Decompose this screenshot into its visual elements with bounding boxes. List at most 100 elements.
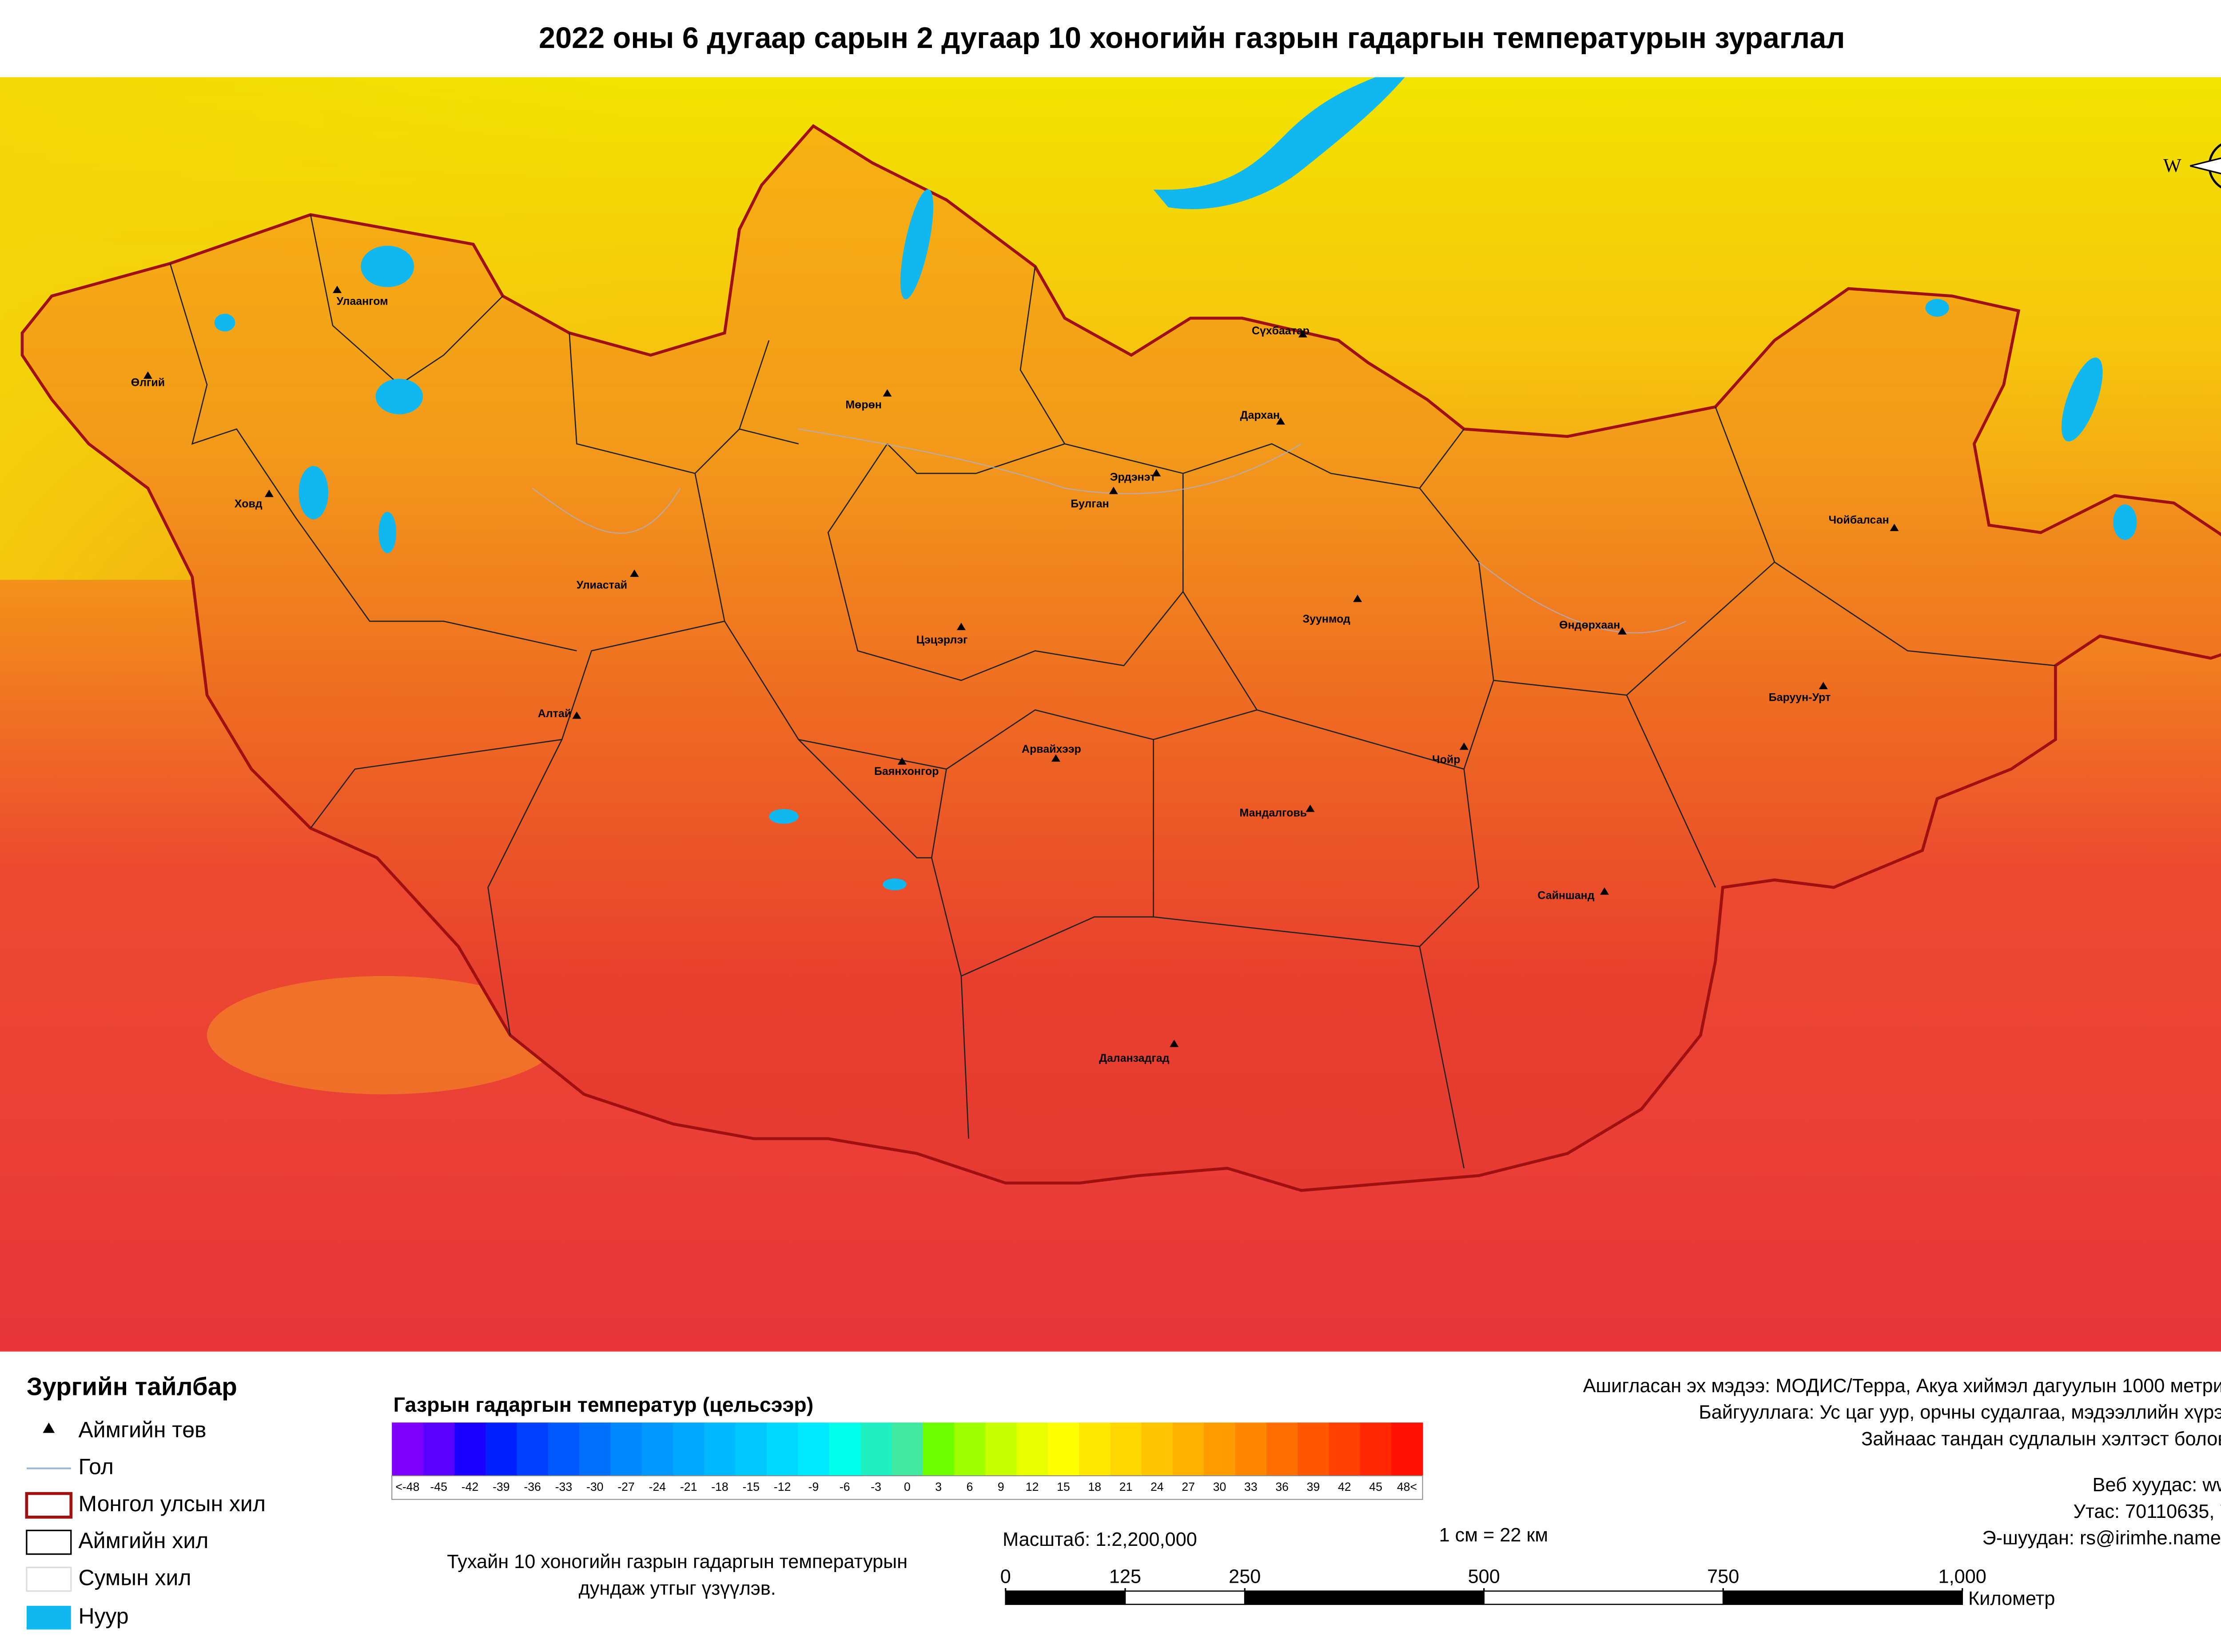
scale-segment <box>1005 1590 1126 1605</box>
colorbar-label: <-48 <box>395 1480 419 1493</box>
compass: N W E S <box>2163 143 2221 189</box>
city-label: Арвайхээр <box>1022 743 1081 755</box>
city-label: Цэцэрлэг <box>916 634 968 646</box>
colorbar-label: -36 <box>524 1480 541 1493</box>
info-line: Веб хуудас: www.icc.mn <box>2093 1474 2221 1496</box>
colorbar-label: -15 <box>743 1480 760 1493</box>
legend-symbol-sum <box>26 1566 72 1592</box>
city-label: Ховд <box>235 498 263 510</box>
lake-uvs <box>361 246 414 287</box>
colorbar-cell <box>610 1422 642 1476</box>
compass-w: W <box>2163 155 2181 176</box>
legend-symbol-border <box>25 1492 73 1519</box>
colorbar-label: -24 <box>649 1480 666 1493</box>
city-marker <box>572 711 581 719</box>
lake-khar <box>378 512 397 553</box>
city-marker <box>897 757 907 765</box>
colorbar-cell <box>423 1422 455 1476</box>
colorbar-cell <box>517 1422 549 1476</box>
legend-title: Зургийн тайлбар <box>27 1373 237 1401</box>
legend-symbol-lake <box>26 1606 71 1630</box>
scale-ratio: Масштаб: 1:2,200,000 <box>1003 1529 1197 1550</box>
colorbar-cell <box>954 1422 986 1476</box>
scale-tick-label: 125 <box>1109 1566 1141 1587</box>
city-marker <box>883 389 892 397</box>
colorbar-cell <box>892 1422 923 1476</box>
colorbar-label: -21 <box>680 1480 697 1493</box>
scale-tick-label: 250 <box>1229 1566 1261 1587</box>
colorbar-label: -9 <box>808 1480 819 1493</box>
city-label: Алтай <box>538 707 571 720</box>
city-label: Улаангом <box>337 295 388 307</box>
city-marker <box>1170 1040 1179 1047</box>
colorbar-frame <box>391 1475 1423 1500</box>
city-marker <box>143 371 152 379</box>
info-line: Утас: 70110635, 70110638 <box>2074 1501 2221 1522</box>
map-frame: Улаангом Өлгий Ховд Улиастай Мөрөн Алтай Баянх… <box>0 77 2221 1352</box>
raster-shade <box>207 976 562 1095</box>
aimag-borders <box>169 214 2056 1168</box>
colorbar-cell <box>673 1422 705 1476</box>
city-marker <box>333 286 342 293</box>
colorbar-label: 33 <box>1244 1480 1258 1493</box>
colorbar-cell <box>860 1422 892 1476</box>
city-marker <box>1109 486 1118 494</box>
city-label: Баянхонгор <box>874 765 939 778</box>
colorbar-label: 24 <box>1150 1480 1164 1493</box>
city-label: Өндөрхаан <box>1559 619 1620 631</box>
colorbar-cell <box>829 1422 861 1476</box>
colorbar-cell <box>766 1422 799 1476</box>
colorbar-label: -27 <box>617 1480 634 1493</box>
colorbar-cell <box>548 1422 580 1476</box>
aimag-centers: Улаангом Өлгий Ховд Улиастай Мөрөн Алтай Баянх… <box>131 286 1899 1064</box>
info-line: Э-шуудан: rs@irimhe.namem.gov.mn <box>1982 1528 2221 1549</box>
info-line: Байгууллага: Ус цаг уур, орчны судалгаа,… <box>1699 1402 2221 1423</box>
legend-label: Нуур <box>78 1604 128 1628</box>
scale-segment <box>1483 1590 1724 1605</box>
colorbar-cell <box>1016 1422 1048 1476</box>
colorbar-cell <box>392 1422 424 1476</box>
colorbar: <-48 -45 -42 -39 -36 -33 -30 -27 -24 -21 -18 -15 -12… <box>391 1422 1423 1500</box>
compass-point <box>2189 157 2221 175</box>
map-title: 2022 оны 6 дугаар сарын 2 дугаар 10 хоно… <box>539 22 1845 55</box>
colorbar-cell <box>704 1422 736 1476</box>
colorbar-label: -33 <box>555 1480 572 1493</box>
city-marker <box>1353 594 1362 602</box>
colorbar-label: 45 <box>1369 1480 1382 1493</box>
city-marker <box>1276 417 1285 425</box>
city-marker <box>1618 627 1627 635</box>
scale-tick-label: 0 <box>1000 1566 1011 1587</box>
colorbar-cell <box>1141 1422 1174 1476</box>
legend-symbol-center <box>43 1422 55 1433</box>
city-marker <box>1298 330 1307 338</box>
legend-symbol-aimag <box>26 1529 72 1555</box>
scale-tick-label: 750 <box>1707 1566 1739 1587</box>
colorbar-label: 21 <box>1119 1480 1133 1493</box>
colorbar-title: Газрын гадаргын температур (цельсээр) <box>394 1393 814 1416</box>
lake <box>214 314 235 332</box>
colorbar-cell <box>486 1422 517 1476</box>
lakes <box>214 77 2137 890</box>
city-label: Баруун-Урт <box>1769 691 1831 704</box>
legend-label: Аймгийн төв <box>78 1417 206 1442</box>
note-line: дундаж утгыг үзүүлэв. <box>579 1578 776 1599</box>
legend-label: Сумын хил <box>78 1565 191 1590</box>
colorbar-cell <box>1329 1422 1361 1476</box>
legend-label: Аймгийн хил <box>78 1528 208 1553</box>
info-line: Зайнаас тандан судлалын хэлтэст боловсру… <box>1861 1429 2221 1450</box>
colorbar-label: -6 <box>840 1480 850 1493</box>
scale-segment <box>1124 1590 1246 1605</box>
scale-equivalence: 1 см = 22 км <box>1439 1525 1548 1546</box>
colorbar-label: 3 <box>935 1480 942 1493</box>
lake <box>1925 299 1949 317</box>
city-marker <box>1890 524 1899 531</box>
colorbar-cell <box>579 1422 611 1476</box>
colorbar-cell <box>1235 1422 1267 1476</box>
city-label: Даланзадгад <box>1099 1052 1170 1064</box>
city-marker <box>1459 742 1469 750</box>
city-label: Сүхбаатар <box>1252 325 1310 337</box>
legend-label: Монгол улсын хил <box>78 1491 266 1516</box>
city-label: Дархан <box>1240 409 1280 421</box>
colorbar-label: -42 <box>462 1480 478 1493</box>
city-label: Чойр <box>1432 753 1460 766</box>
